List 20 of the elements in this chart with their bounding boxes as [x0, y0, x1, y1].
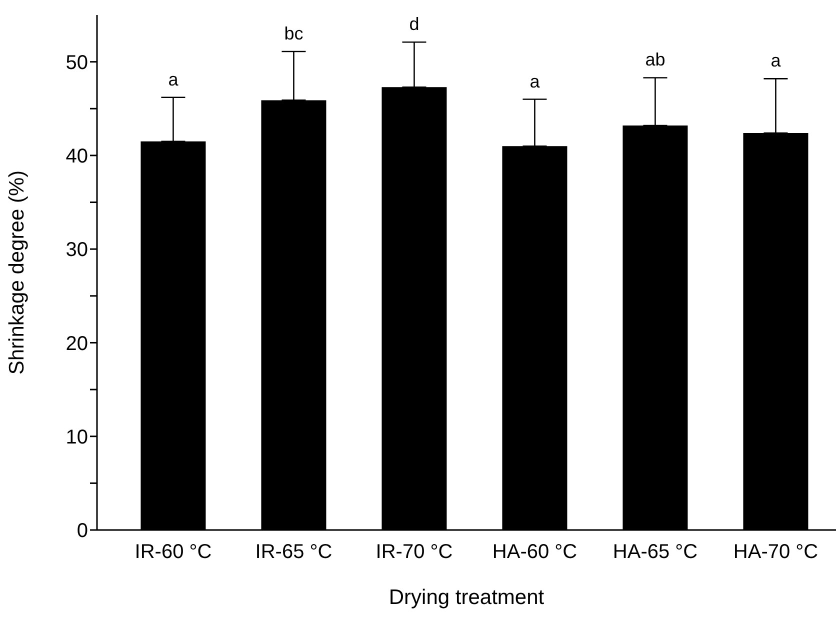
annotation: bc [284, 24, 304, 44]
x-tick-label: HA-60 °C [492, 541, 578, 564]
y-tick-label: 10 [66, 426, 88, 448]
annotation: a [168, 69, 180, 90]
y-tick-label: 0 [76, 520, 88, 542]
y-tick-label: 50 [66, 52, 88, 74]
x-tick-label: IR-70 °C [376, 541, 453, 564]
y-tick-label: 30 [66, 239, 88, 262]
annotation: ab [645, 50, 666, 70]
y-tick-label: 40 [66, 146, 88, 168]
x-axis-title: Drying treatment [388, 586, 544, 609]
y-tick-label: 20 [66, 332, 88, 355]
x-tick-label: IR-60 °C [134, 541, 212, 564]
annotation: a [770, 50, 782, 71]
y-axis-title: Shrinkage degree (%) [5, 170, 28, 375]
x-tick-label: HA-65 °C [612, 541, 698, 564]
annotation: d [409, 14, 420, 34]
x-tick-label: IR-65 °C [255, 541, 332, 564]
annotation: a [530, 71, 541, 92]
x-tick-label: HA-70 °C [733, 541, 818, 564]
